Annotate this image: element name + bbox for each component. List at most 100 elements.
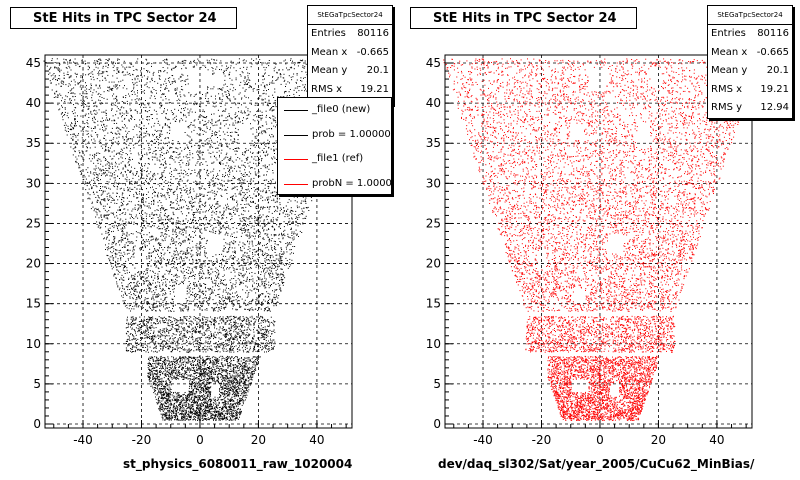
hit-point — [119, 133, 121, 135]
hit-point — [291, 67, 293, 69]
hit-point — [140, 215, 142, 217]
hit-point — [211, 307, 213, 308]
hit-point — [207, 86, 208, 88]
hit-point — [147, 265, 149, 266]
hit-point — [162, 67, 164, 68]
hit-point — [153, 238, 155, 240]
hit-point — [258, 249, 260, 250]
hit-point — [266, 253, 268, 254]
hit-point — [197, 369, 199, 371]
hit-point — [255, 195, 257, 197]
hit-point — [226, 383, 227, 385]
hit-point — [226, 344, 228, 346]
hit-point — [210, 324, 212, 326]
hit-point — [188, 350, 190, 352]
hit-point — [234, 402, 236, 404]
hit-point — [233, 409, 235, 411]
hit-point — [230, 349, 232, 351]
hit-point — [116, 249, 118, 251]
hit-point — [258, 162, 260, 164]
hit-point — [169, 122, 171, 124]
hit-point — [227, 382, 229, 384]
hit-point — [203, 283, 205, 284]
hit-point — [173, 360, 174, 362]
hit-point — [245, 83, 247, 85]
hit-point — [107, 59, 109, 61]
hit-point — [220, 318, 222, 319]
hit-point — [160, 355, 162, 357]
hit-point — [205, 362, 207, 364]
hit-point — [138, 305, 140, 307]
hit-point — [222, 414, 224, 415]
hit-point — [300, 223, 301, 225]
hit-point — [95, 126, 96, 128]
hit-point — [171, 374, 173, 376]
hit-point — [155, 257, 156, 259]
hit-point — [240, 335, 241, 337]
hit-point — [94, 60, 96, 62]
hit-point — [268, 60, 270, 61]
hit-point — [257, 119, 259, 121]
hit-point — [119, 188, 121, 190]
hit-point — [216, 159, 218, 161]
hit-point — [198, 208, 199, 210]
hit-point — [264, 281, 266, 283]
hit-point — [94, 122, 96, 124]
hit-point — [150, 252, 152, 254]
hit-point — [240, 364, 242, 366]
hit-point — [273, 345, 275, 347]
hit-point — [122, 174, 124, 176]
hit-point — [129, 191, 131, 192]
hit-point — [69, 84, 71, 86]
hit-point — [174, 361, 176, 363]
hit-point — [90, 184, 91, 186]
hit-point — [158, 376, 160, 378]
hit-point — [210, 360, 211, 362]
hit-point — [155, 350, 156, 352]
hit-point — [118, 132, 120, 134]
hit-point — [158, 136, 160, 138]
hit-point — [194, 305, 196, 307]
hit-point — [166, 58, 168, 60]
hit-point — [159, 406, 160, 408]
hit-point — [124, 253, 126, 255]
hit-point — [151, 92, 153, 94]
hit-point — [170, 375, 172, 377]
hit-point — [149, 369, 150, 371]
hit-point — [64, 107, 66, 109]
hit-point — [181, 415, 183, 417]
hit-point — [199, 156, 201, 158]
hit-point — [245, 343, 247, 345]
hit-point — [293, 236, 295, 238]
hit-point — [162, 275, 164, 277]
hit-point — [257, 210, 259, 212]
hit-point — [242, 179, 244, 181]
hit-point — [192, 261, 194, 263]
hit-point — [248, 333, 250, 335]
hit-point — [247, 360, 249, 362]
hit-point — [162, 365, 164, 367]
hit-point — [164, 239, 166, 241]
hit-point — [173, 406, 175, 408]
hit-point — [229, 299, 230, 301]
hit-point — [105, 150, 107, 152]
hit-point — [209, 147, 211, 149]
hit-point — [170, 185, 172, 187]
hit-point — [165, 372, 167, 374]
hit-point — [127, 326, 129, 328]
hit-point — [280, 290, 282, 291]
hit-point — [246, 372, 248, 374]
hit-point — [217, 285, 218, 287]
hit-point — [190, 375, 192, 377]
hit-point — [275, 181, 276, 183]
hit-point — [188, 330, 190, 332]
hit-point — [220, 88, 222, 90]
hit-point — [171, 112, 173, 113]
hit-point — [207, 325, 209, 326]
hit-point — [273, 120, 275, 122]
hit-point — [165, 416, 167, 418]
hit-point — [273, 234, 275, 236]
hit-point — [151, 102, 153, 104]
hit-point — [203, 218, 204, 220]
hit-point — [87, 193, 89, 195]
